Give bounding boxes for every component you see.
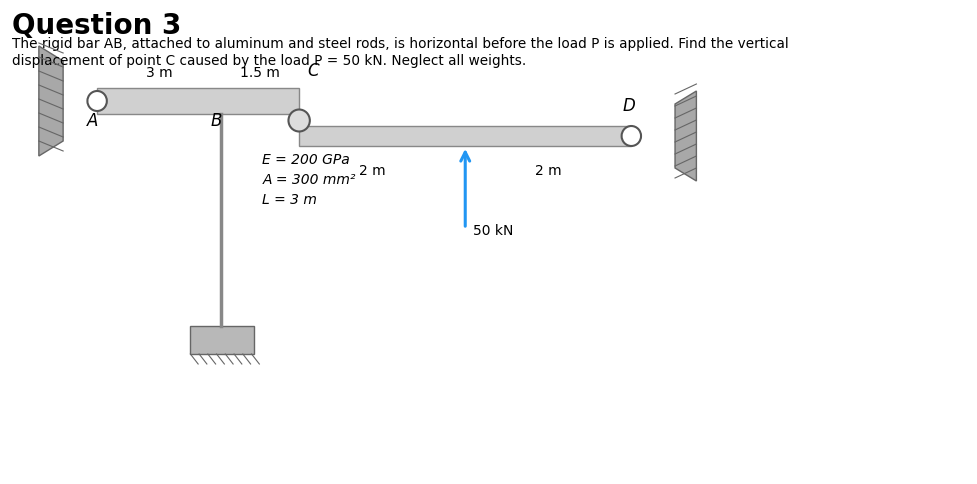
Text: B: B xyxy=(211,112,222,130)
Polygon shape xyxy=(39,46,64,156)
Circle shape xyxy=(621,126,640,146)
Text: L = 3 m: L = 3 m xyxy=(262,193,317,207)
Text: 3 m: 3 m xyxy=(146,66,172,80)
Text: displacement of point C caused by the load P = 50 kN. Neglect all weights.: displacement of point C caused by the lo… xyxy=(12,54,526,68)
Text: 2 m: 2 m xyxy=(359,164,385,178)
Polygon shape xyxy=(97,88,299,114)
Text: A = 300 mm²: A = 300 mm² xyxy=(262,173,356,187)
Text: The rigid bar AB, attached to aluminum and steel rods, is horizontal before the : The rigid bar AB, attached to aluminum a… xyxy=(12,37,787,51)
Polygon shape xyxy=(191,326,254,354)
Text: Question 3: Question 3 xyxy=(12,12,181,40)
Text: D: D xyxy=(622,97,635,115)
Circle shape xyxy=(288,109,310,132)
Polygon shape xyxy=(674,91,696,181)
Text: C: C xyxy=(307,62,319,80)
Text: A: A xyxy=(87,112,98,130)
Text: E = 200 GPa: E = 200 GPa xyxy=(262,153,350,167)
Text: 1.5 m: 1.5 m xyxy=(240,66,280,80)
Circle shape xyxy=(87,91,106,111)
Text: 50 kN: 50 kN xyxy=(473,224,513,238)
Polygon shape xyxy=(299,126,631,146)
Text: 2 m: 2 m xyxy=(534,164,561,178)
